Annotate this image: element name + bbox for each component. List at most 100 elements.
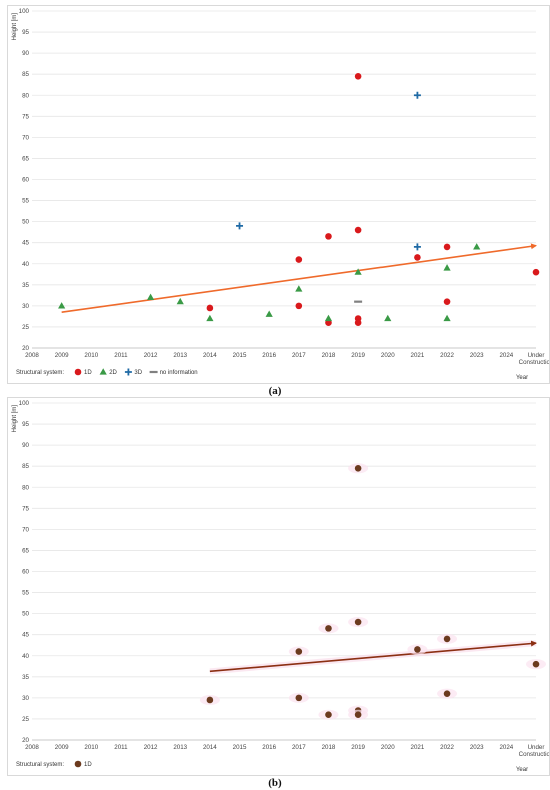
x-tick-label: 2012	[144, 352, 158, 359]
x-tick-label: 2009	[55, 744, 69, 751]
x-tick-label: 2019	[351, 744, 365, 751]
x-tick-label: 2023	[470, 352, 484, 359]
x-tick-label: UnderConstruction	[519, 352, 549, 366]
data-point-2d	[354, 268, 362, 275]
y-tick-label: 85	[22, 71, 29, 78]
data-point-2d	[146, 293, 155, 301]
x-tick-label: 2020	[381, 744, 395, 751]
y-tick-label: 60	[22, 569, 29, 576]
y-tick-label: 30	[22, 695, 29, 702]
data-point-1d	[443, 690, 451, 697]
data-point-2d	[58, 302, 66, 309]
data-point-2d	[295, 285, 303, 292]
y-tick-label: 85	[22, 463, 29, 470]
chart-panel-a: 20 25 30 35 40 45 50 55 60 65 70 75 80 85 90 95 100 2008 2…	[7, 5, 550, 384]
y-tick-label: 55	[22, 198, 29, 205]
legend-label: 1D	[84, 370, 92, 376]
y-axis-label: Height [m]	[12, 13, 18, 41]
data-point-1d	[443, 635, 451, 643]
y-tick-label: 60	[22, 177, 29, 184]
data-point-1d	[532, 660, 540, 668]
data-point-2d	[324, 314, 333, 322]
caption-b-text: (b)	[268, 777, 282, 789]
data-point-1d	[354, 226, 362, 234]
x-tick-label: 2016	[262, 352, 276, 359]
data-point-1d	[206, 304, 214, 312]
y-tick-label: 50	[22, 611, 29, 618]
data-point-2d	[384, 314, 392, 322]
x-tick-label: 2024	[499, 744, 513, 751]
x-tick-label: 2009	[55, 352, 69, 359]
y-tick-label: 70	[22, 526, 29, 533]
x-tick-label-line: Under	[528, 744, 545, 751]
x-tick-label: 2017	[292, 744, 306, 751]
data-point-1d	[443, 243, 451, 251]
data-point-2d	[443, 264, 451, 271]
data-point-2d	[206, 314, 214, 322]
y-tick-label: 35	[22, 674, 29, 681]
legend-label: 2D	[109, 370, 117, 376]
data-point-1d	[295, 694, 303, 702]
chart-b-svg: 20 25 30 35 40 45 50 55 60 65 70 75 80 85 90 95 100 2008 2…	[12, 400, 549, 773]
legend-label: no information	[160, 370, 198, 376]
data-point-1d	[532, 268, 540, 276]
data-point-1d	[414, 646, 421, 653]
data-point-2d	[265, 310, 273, 317]
caption-a: (a)	[0, 385, 550, 397]
x-tick-label: 2021	[411, 352, 425, 359]
y-tick-label: 45	[22, 240, 29, 247]
legend-label: 3D	[134, 370, 142, 376]
x-axis-label: Year	[516, 375, 528, 381]
x-tick-label: 2021	[411, 744, 425, 751]
legend-2d-icon	[99, 368, 107, 375]
y-tick-label: 65	[22, 547, 29, 554]
x-tick-label: 2008	[25, 352, 39, 359]
data-point-1d	[354, 618, 362, 626]
y-tick-label: 30	[22, 303, 29, 310]
y-tick-label: 90	[22, 50, 29, 57]
data-point-1d	[295, 256, 303, 263]
data-point-1d	[354, 72, 362, 80]
data-point-1d	[325, 233, 332, 240]
y-tick-label: 25	[22, 324, 29, 331]
x-tick-label: 2008	[25, 744, 39, 751]
x-tick-label: 2012	[144, 744, 158, 751]
x-tick-label: 2016	[262, 744, 276, 751]
data-point-1d	[206, 696, 214, 704]
x-tick-label: 2015	[233, 744, 247, 751]
y-tick-label: 100	[19, 400, 30, 407]
y-tick-label: 20	[22, 345, 29, 352]
legend-1d-icon	[74, 760, 82, 768]
y-tick-label: 75	[22, 113, 29, 120]
y-tick-label: 35	[22, 282, 29, 289]
caption-a-text: (a)	[268, 385, 282, 397]
y-tick-label: 95	[22, 421, 29, 428]
data-point-1d	[354, 711, 362, 719]
x-tick-label: 2014	[203, 352, 217, 359]
data-point-1d	[295, 302, 303, 310]
data-point-3d	[236, 222, 244, 230]
x-tick-label: 2022	[440, 352, 454, 359]
y-tick-label: 80	[22, 92, 29, 99]
x-tick-label: 2017	[292, 352, 306, 359]
data-point-2d	[176, 297, 184, 305]
trend-line	[61, 243, 537, 313]
y-tick-label: 40	[22, 653, 29, 660]
x-tick-label: 2018	[322, 352, 336, 359]
x-tick-label: 2013	[173, 352, 187, 359]
caption-b: (b)	[0, 777, 550, 789]
legend-title: Structural system:	[16, 370, 64, 376]
x-tick-label: 2023	[470, 744, 484, 751]
y-tick-label: 20	[22, 737, 29, 744]
legend-3d-icon	[124, 368, 132, 376]
legend-label: 1D	[84, 762, 92, 768]
data-point-1d	[443, 298, 451, 305]
y-tick-label: 55	[22, 590, 29, 597]
x-axis-label: Year	[516, 767, 528, 773]
chart-panel-b: 20 25 30 35 40 45 50 55 60 65 70 75 80 85 90 95 100 2008 2…	[7, 397, 550, 776]
y-tick-label: 100	[19, 8, 30, 15]
y-tick-label: 95	[22, 29, 29, 36]
x-tick-label-line: Construction	[519, 751, 549, 758]
data-point-2d	[443, 314, 451, 322]
x-tick-label: 2019	[351, 352, 365, 359]
